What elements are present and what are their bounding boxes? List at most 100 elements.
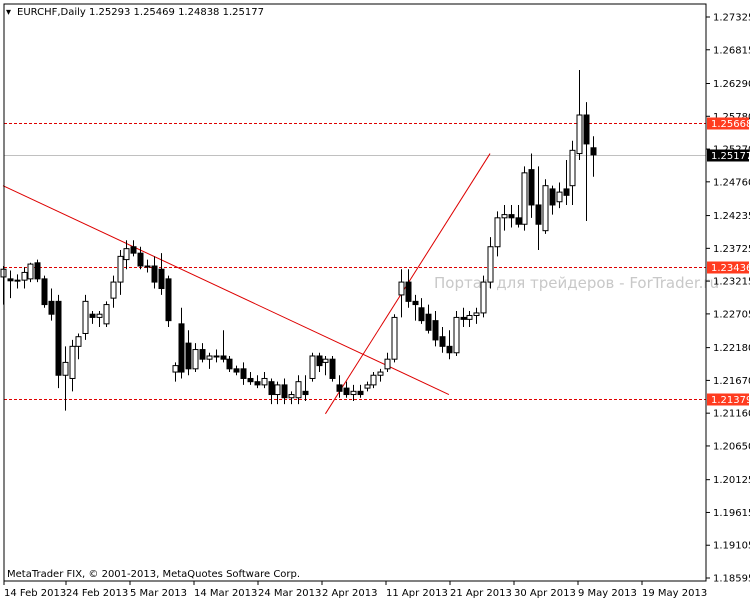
candle-bull xyxy=(117,255,124,283)
x-tick-label: 2 Apr 2013 xyxy=(322,588,377,599)
candle-bear xyxy=(254,381,261,386)
candle-bull xyxy=(542,185,549,232)
candle-bull xyxy=(453,316,460,354)
candle-bear xyxy=(460,316,467,320)
candle-bear xyxy=(439,336,446,347)
candle-bull xyxy=(350,390,357,396)
candle-bull xyxy=(322,358,329,363)
candle-bear xyxy=(302,390,309,396)
watermark: Портал для трейдеров - ForTrader.ru xyxy=(434,274,719,292)
candle-bull xyxy=(576,114,583,155)
candle-bear xyxy=(34,262,41,280)
y-tick-label: 1.19105 xyxy=(713,541,750,552)
plot-frame xyxy=(3,3,707,582)
candle-bull xyxy=(110,281,117,299)
candle-bull xyxy=(62,361,69,376)
candle-bull xyxy=(391,316,398,360)
candle-bull xyxy=(103,304,110,325)
level-price-label: 1.23436 xyxy=(711,263,750,274)
candle-bull xyxy=(274,384,281,396)
candle-bull xyxy=(213,355,220,358)
candle-bear xyxy=(316,355,323,367)
candle-bull xyxy=(82,300,89,334)
y-tick-label: 1.24760 xyxy=(713,177,750,188)
candle-bear xyxy=(199,349,206,360)
candle-bull xyxy=(123,248,130,261)
candle-bull xyxy=(473,312,480,316)
y-tick-label: 1.24235 xyxy=(713,211,750,222)
candle-bear xyxy=(185,342,192,370)
x-tick-label: 11 Apr 2013 xyxy=(386,588,448,599)
y-tick-label: 1.27325 xyxy=(713,13,750,24)
candle-bear xyxy=(130,246,137,254)
candle-bear xyxy=(418,307,425,322)
candle-bear xyxy=(226,358,233,370)
candle-bull xyxy=(206,355,213,360)
candle-bull xyxy=(144,265,151,268)
y-tick-label: 1.22705 xyxy=(713,309,750,320)
candle-bear xyxy=(220,355,227,360)
candle-bear xyxy=(240,368,247,379)
candle-bear xyxy=(89,313,96,318)
candles xyxy=(0,70,597,411)
candle-bear xyxy=(583,114,590,145)
candle-bull xyxy=(556,191,563,203)
candle-bear xyxy=(158,268,165,290)
candle-bull xyxy=(487,246,494,283)
candle-bear xyxy=(343,387,350,396)
candle-bear xyxy=(178,323,185,373)
y-tick-label: 1.26290 xyxy=(713,79,750,90)
candle-bear xyxy=(412,300,419,306)
candle-bear xyxy=(48,300,55,315)
candle-bull xyxy=(172,365,179,373)
candle-bull xyxy=(501,214,508,219)
candle-bear xyxy=(233,368,240,373)
y-tick-label: 1.23215 xyxy=(713,277,750,288)
candle-bear xyxy=(515,217,522,225)
y-tick-label: 1.22180 xyxy=(713,343,750,354)
candle-bear xyxy=(137,252,144,267)
candle-bull xyxy=(192,349,199,370)
candle-bull xyxy=(27,263,34,280)
level-price-tag xyxy=(707,261,749,274)
candle-bear xyxy=(55,300,62,376)
candle-bear xyxy=(405,281,412,302)
candle-bear xyxy=(446,345,453,354)
candle-bull xyxy=(309,355,316,379)
y-tick-label: 1.26815 xyxy=(713,45,750,56)
level-price-label: 1.25668 xyxy=(711,119,750,130)
chart-ohlc-label: 1.25293 1.25469 1.24838 1.25177 xyxy=(89,7,264,18)
symbol-arrow-icon[interactable]: ▾ xyxy=(6,7,11,18)
level-price-tag xyxy=(707,117,749,130)
candle-bear xyxy=(329,358,336,379)
candle-bear xyxy=(508,214,515,219)
y-tick-label: 1.21160 xyxy=(713,409,750,420)
current-price-tag xyxy=(707,149,749,162)
trendline[interactable] xyxy=(2,185,450,395)
y-tick-label: 1.20125 xyxy=(713,475,750,486)
x-tick-label: 30 Apr 2013 xyxy=(514,588,576,599)
candle-bull xyxy=(569,149,576,187)
y-tick-label: 1.25780 xyxy=(713,112,750,123)
candle-bear xyxy=(268,381,275,396)
candle-bear xyxy=(357,390,364,396)
candle-bear xyxy=(432,320,439,341)
candle-bull xyxy=(521,172,528,225)
candle-bear xyxy=(247,377,254,383)
candle-bull xyxy=(69,345,76,379)
current-price-label: 1.25177 xyxy=(711,151,750,162)
chart-symbol-label: EURCHF,Daily xyxy=(17,7,86,18)
y-tick-label: 1.19615 xyxy=(713,508,750,519)
y-tick-label: 1.20650 xyxy=(713,441,750,452)
candle-bull xyxy=(377,371,384,376)
x-tick-label: 19 May 2013 xyxy=(642,588,707,599)
candle-bull xyxy=(14,279,21,282)
candle-bull xyxy=(370,374,377,386)
candle-bear xyxy=(151,265,158,283)
copyright-label: MetaTrader FIX, © 2001-2013, MetaQuotes … xyxy=(7,569,300,580)
y-tick-label: 1.23725 xyxy=(713,244,750,255)
x-tick-label: 24 Feb 2013 xyxy=(66,588,128,599)
candle-bear xyxy=(549,188,556,206)
